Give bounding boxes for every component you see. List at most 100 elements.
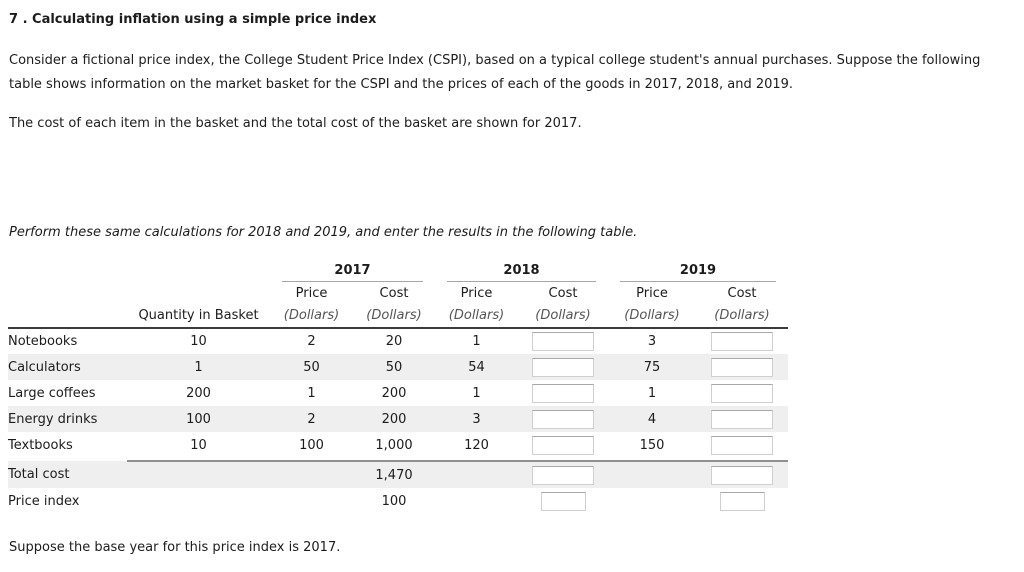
year-label-2019: 2019	[620, 261, 776, 282]
price-2019-cell: 4	[647, 411, 657, 427]
cost-2018-input-cell	[518, 406, 608, 432]
cspi-table: 2017 2018 2019 Price Cost Price Cost Pri…	[8, 261, 788, 514]
cost-2019-input-cell	[696, 328, 788, 354]
row-label: Calculators	[8, 359, 81, 375]
price-2019-cell: 150	[639, 437, 665, 453]
year-label-2018: 2018	[447, 261, 596, 282]
cost-2017-cell: 1,000	[375, 437, 413, 453]
quantity-cell: 10	[190, 334, 207, 349]
index-2018-input-cell	[518, 488, 608, 514]
cost-2019-input[interactable]	[711, 409, 773, 429]
price-2019-cell: 1	[647, 385, 657, 401]
cost-2018-input-cell	[518, 354, 608, 380]
quantity-cell: 100	[186, 411, 211, 427]
cost-2019-input[interactable]	[711, 357, 773, 377]
year-label-2017: 2017	[282, 261, 423, 282]
index-price-2019-cell	[608, 488, 696, 514]
index-2019-input-cell	[696, 488, 788, 514]
cost-2019-input-cell	[696, 354, 788, 380]
row-label: Large coffees	[8, 385, 96, 401]
dollars-label-price-2018: (Dollars)	[435, 304, 518, 329]
cost-2018-input-cell	[518, 432, 608, 458]
cost-2017-cell: 200	[381, 411, 407, 427]
intro-line-2: table shows information on the market ba…	[9, 77, 794, 92]
price-2019-cell: 75	[643, 359, 661, 375]
cost-header-2018: Cost	[548, 285, 578, 301]
price-cost-header-row: Price Cost Price Cost Price Cost	[8, 282, 788, 304]
price-index-row: Price index 100	[8, 488, 788, 514]
cost-2019-input[interactable]	[711, 383, 773, 403]
price-index-label: Price index	[8, 493, 80, 509]
quantity-cell: 200	[186, 385, 211, 401]
cost-2017-cell: 50	[385, 359, 403, 375]
price-2018-cell: 54	[468, 359, 485, 375]
price-2017-cell: 100	[299, 437, 324, 453]
price-2017-cell: 50	[303, 359, 320, 375]
table-totals: Total cost 1,470 Price index 100	[8, 458, 788, 514]
price-2018-cell: 120	[464, 437, 489, 453]
price-2017-cell: 2	[307, 334, 316, 349]
total-cost-2018-input-cell	[518, 460, 608, 488]
row-label: Notebooks	[8, 334, 78, 349]
price-2018-cell: 3	[472, 411, 481, 427]
total-cost-label: Total cost	[8, 467, 70, 482]
total-cost-2019-input[interactable]	[711, 465, 773, 485]
units-header-row: Quantity in Basket (Dollars) (Dollars) (…	[8, 304, 788, 329]
quantity-cell: 10	[190, 437, 207, 453]
total-price-2017-cell	[270, 460, 353, 488]
cost-2018-input[interactable]	[532, 332, 594, 351]
year-header-spacer	[8, 261, 270, 282]
cost-2019-input-cell	[696, 406, 788, 432]
cost-2018-input[interactable]	[532, 435, 594, 455]
year-header-2017: 2017	[270, 261, 435, 282]
spacer-row	[8, 458, 788, 461]
price-2019-cell: 3	[647, 334, 657, 349]
price-header-2017: Price	[295, 285, 328, 301]
index-price-2017-cell	[270, 488, 353, 514]
price-cost-spacer	[8, 282, 270, 304]
total-cost-2018-input[interactable]	[532, 465, 594, 485]
cost-note-paragraph: The cost of each item in the basket and …	[9, 116, 582, 131]
total-cost-row: Total cost 1,470	[8, 460, 788, 488]
table-body: Notebooks 10 2 20 1 3 Calculators 1 50 5…	[8, 328, 788, 458]
cost-2017-cell: 200	[381, 385, 407, 401]
price-index-2018-input[interactable]	[540, 491, 586, 511]
cost-2018-input[interactable]	[532, 357, 594, 377]
cost-2017-cell: 20	[385, 334, 403, 349]
total-price-2019-cell	[608, 460, 696, 488]
cost-2018-input[interactable]	[532, 409, 594, 429]
dollars-label-price-2017: (Dollars)	[270, 304, 353, 329]
price-header-2018: Price	[460, 285, 493, 301]
cost-header-2019: Cost	[727, 285, 757, 301]
quantity-cell: 1	[194, 359, 203, 375]
dollars-label-cost-2018: (Dollars)	[518, 304, 608, 329]
total-quantity-cell	[127, 460, 270, 488]
dollars-label-price-2019: (Dollars)	[608, 304, 696, 329]
table-row-calculators: Calculators 1 50 50 54 75	[8, 354, 788, 380]
year-header-2019: 2019	[608, 261, 788, 282]
index-price-2018-cell	[435, 488, 518, 514]
dollars-label-cost-2017: (Dollars)	[353, 304, 435, 329]
cost-2018-input[interactable]	[532, 383, 594, 403]
question-page: 7 . Calculating inflation using a simple…	[8, 12, 1024, 555]
cost-2018-input-cell	[518, 328, 608, 354]
year-header-2018: 2018	[435, 261, 608, 282]
year-header-row: 2017 2018 2019	[8, 261, 788, 282]
quantity-header: Quantity in Basket	[127, 304, 270, 329]
table-header: 2017 2018 2019 Price Cost Price Cost Pri…	[8, 261, 788, 329]
dollars-label-cost-2019: (Dollars)	[696, 304, 788, 329]
cost-2019-input[interactable]	[711, 435, 773, 455]
price-index-2019-input[interactable]	[719, 491, 765, 511]
question-title: 7 . Calculating inflation using a simple…	[9, 12, 377, 27]
table-row-large-coffees: Large coffees 200 1 200 1 1	[8, 380, 788, 406]
intro-line-1: Consider a fictional price index, the Co…	[9, 53, 981, 68]
cost-2019-input[interactable]	[711, 332, 773, 351]
table-row-textbooks: Textbooks 10 100 1,000 120 150	[8, 432, 788, 458]
total-price-2018-cell	[435, 460, 518, 488]
instruction-paragraph: Perform these same calculations for 2018…	[9, 225, 638, 240]
total-cost-2019-input-cell	[696, 460, 788, 488]
base-year-note: Suppose the base year for this price ind…	[9, 540, 341, 555]
price-header-2019: Price	[636, 285, 668, 301]
price-2017-cell: 2	[307, 411, 316, 427]
intro-paragraph: Consider a fictional price index, the Co…	[9, 49, 1024, 97]
